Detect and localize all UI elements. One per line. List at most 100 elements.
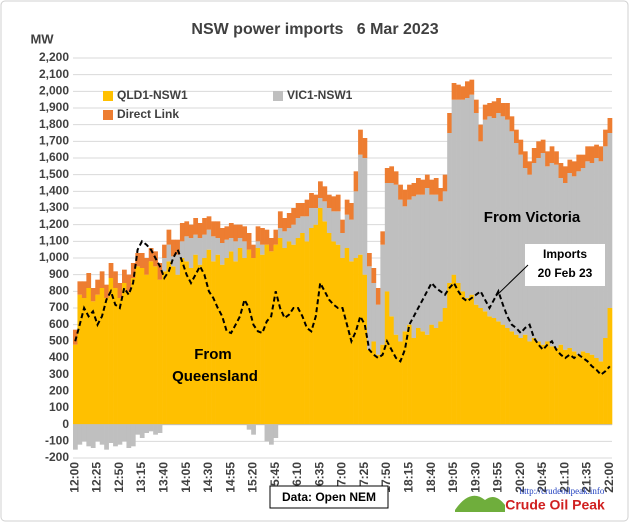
bar-segment: [166, 261, 172, 425]
bar-segment: [438, 201, 444, 322]
bar-segment: [393, 184, 399, 335]
x-tick-label: 17:00: [335, 462, 349, 493]
bar-segment: [607, 118, 613, 133]
bar-segment: [104, 424, 109, 450]
bar-segment: [130, 424, 136, 447]
bar-segment: [469, 294, 475, 425]
bar-segment: [407, 184, 412, 200]
bar-segment: [86, 424, 92, 447]
bar-segment: [371, 341, 377, 425]
bar-segment: [135, 424, 141, 435]
bar-segment: [188, 268, 194, 425]
bar-segment: [77, 424, 83, 445]
bar-segment: [295, 238, 301, 425]
bar-segment: [220, 243, 225, 265]
bar-segment: [607, 133, 613, 308]
bar-segment: [473, 113, 479, 305]
bar-segment: [309, 228, 314, 425]
bar-segment: [389, 166, 395, 183]
bar-segment: [318, 208, 323, 425]
bar-segment: [295, 218, 301, 238]
y-tick-label: -200: [45, 450, 69, 464]
bar-segment: [153, 266, 158, 425]
bar-segment: [273, 229, 279, 245]
bar-segment: [505, 328, 510, 425]
bar-segment: [576, 354, 582, 425]
bar-segment: [86, 288, 92, 425]
bar-segment: [411, 183, 417, 197]
x-tick-label: 17:25: [357, 462, 371, 493]
x-tick-label: 15:45: [268, 462, 282, 493]
x-tick-label: 22:00: [602, 462, 616, 493]
bar-segment: [460, 86, 466, 100]
bar-segment: [509, 131, 515, 332]
x-tick-label: 12:25: [90, 462, 104, 493]
legend-label: QLD1-NSW1: [117, 88, 188, 102]
bar-segment: [531, 148, 537, 163]
bar-segment: [90, 288, 96, 302]
y-tick-label: 800: [49, 284, 69, 298]
bar-segment: [304, 199, 310, 217]
bar-segment: [193, 218, 199, 235]
bar-segment: [389, 183, 395, 317]
bar-segment: [465, 81, 470, 98]
x-tick-label: 14:55: [223, 462, 237, 493]
bar-segment: [269, 424, 274, 445]
bar-segment: [117, 283, 123, 298]
bar-segment: [580, 154, 586, 168]
bar-segment: [473, 99, 479, 113]
bar-segment: [505, 119, 510, 329]
bar-segment: [255, 241, 261, 248]
bar-segment: [286, 228, 292, 242]
bar-segment: [206, 229, 212, 250]
bar-segment: [90, 424, 96, 448]
plot: -200 -100 0 100 200 300 400 500 600 700 800 900 1,00…: [39, 50, 616, 493]
annotation-box: [525, 244, 605, 286]
bar-segment: [277, 238, 283, 425]
bar-segment: [211, 221, 216, 237]
bar-segment: [407, 199, 412, 325]
bar-segment: [558, 344, 564, 425]
bar-segment: [175, 254, 181, 275]
bar-segment: [335, 194, 341, 212]
bar-segment: [184, 221, 190, 237]
bar-segment: [126, 424, 132, 448]
bar-segment: [233, 241, 239, 262]
bar-segment: [175, 274, 181, 425]
y-tick-label: 1,800: [39, 117, 69, 131]
bar-segment: [402, 331, 408, 425]
y-tick-label: 500: [49, 334, 69, 348]
bar-segment: [447, 133, 452, 283]
bar-segment: [424, 174, 430, 188]
bar-segment: [326, 208, 332, 233]
bar-segment: [255, 248, 261, 425]
bar-segment: [153, 424, 158, 435]
bar-segment: [505, 103, 510, 120]
bar-segment: [478, 124, 484, 142]
bar-segment: [603, 338, 608, 425]
y-tick-label: 200: [49, 384, 69, 398]
bar-segment: [362, 274, 368, 425]
bar-segment: [500, 116, 506, 325]
bar-segment: [540, 344, 546, 425]
legend-swatch: [103, 110, 113, 120]
bar-segment: [251, 244, 256, 258]
bar-segment: [313, 208, 319, 225]
bar-segment: [246, 233, 252, 250]
x-tick-label: 19:55: [491, 462, 505, 493]
bar-segment: [246, 424, 252, 430]
bar-segment: [264, 424, 270, 442]
bar-segment: [304, 216, 310, 242]
bar-segment: [558, 163, 564, 178]
bar-segment: [549, 146, 555, 163]
bar-segment: [242, 226, 248, 242]
bar-segment: [358, 254, 363, 425]
bar-segment: [420, 179, 426, 195]
x-tick-label: 17:50: [379, 462, 393, 493]
y-tick-label: 1,600: [39, 150, 69, 164]
bar-segment: [331, 241, 337, 425]
bar-segment: [95, 294, 101, 425]
bar-segment: [77, 281, 83, 295]
y-tick-label: 100: [49, 400, 69, 414]
logo-name: Crude Oil Peak: [505, 497, 605, 513]
